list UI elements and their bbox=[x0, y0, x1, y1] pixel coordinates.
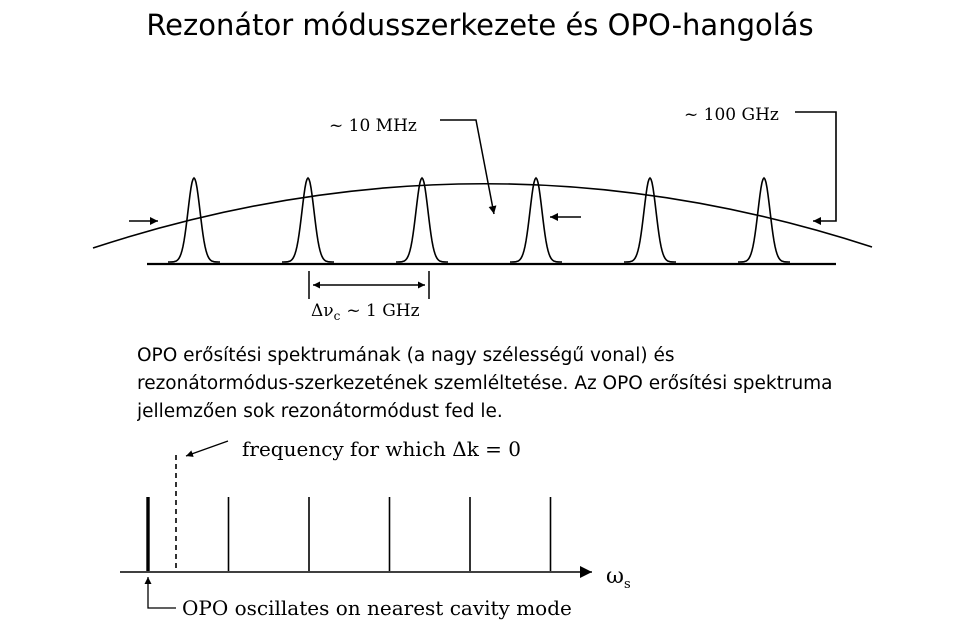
oscillation-label: OPO oscillates on nearest cavity mode bbox=[182, 596, 572, 620]
axis-subscript: s bbox=[624, 577, 631, 592]
figure-caption: OPO erősítési spektrumának (a nagy széle… bbox=[137, 345, 833, 422]
axis-label: ωs bbox=[606, 564, 631, 592]
mode-spacing-label: Δνc ~ 1 GHz bbox=[311, 301, 420, 323]
cavity-mode-peak bbox=[624, 176, 676, 263]
phase-match-label: frequency for which Δk = 0 bbox=[242, 437, 521, 461]
cavity-modes bbox=[168, 176, 790, 263]
slide-title: Rezonátor módusszerkezete és OPO-hangolá… bbox=[146, 8, 814, 42]
oscillation-leader bbox=[144, 577, 176, 609]
cavity-mode-diagram: ~ 10 MHz ~ 100 GHz Δνc ~ 1 GHz bbox=[92, 105, 873, 323]
mode-width-leader bbox=[440, 119, 497, 215]
gain-curve bbox=[92, 183, 873, 249]
mode-width-label: ~ 10 MHz bbox=[329, 116, 417, 136]
mode-spacing-subscript: c bbox=[334, 309, 341, 323]
gain-bandwidth-bracket bbox=[795, 111, 837, 225]
gain-bandwidth-label: ~ 100 GHz bbox=[684, 105, 779, 125]
cavity-mode-peak bbox=[510, 176, 562, 263]
oscillation-diagram: ωs frequency for which Δk = 0 OPO oscill… bbox=[120, 437, 631, 620]
axis-symbol: ω bbox=[606, 564, 624, 589]
mode-spacing-symbol: Δν bbox=[311, 301, 334, 321]
cavity-mode-peak bbox=[168, 176, 220, 263]
cavity-mode-peak bbox=[282, 176, 334, 263]
phase-match-leader bbox=[185, 440, 229, 457]
mode-spacing-value: ~ 1 GHz bbox=[346, 301, 419, 321]
cavity-mode-peak bbox=[738, 176, 790, 263]
cavity-mode-lines bbox=[146, 497, 552, 571]
cavity-mode-peak bbox=[396, 176, 448, 263]
